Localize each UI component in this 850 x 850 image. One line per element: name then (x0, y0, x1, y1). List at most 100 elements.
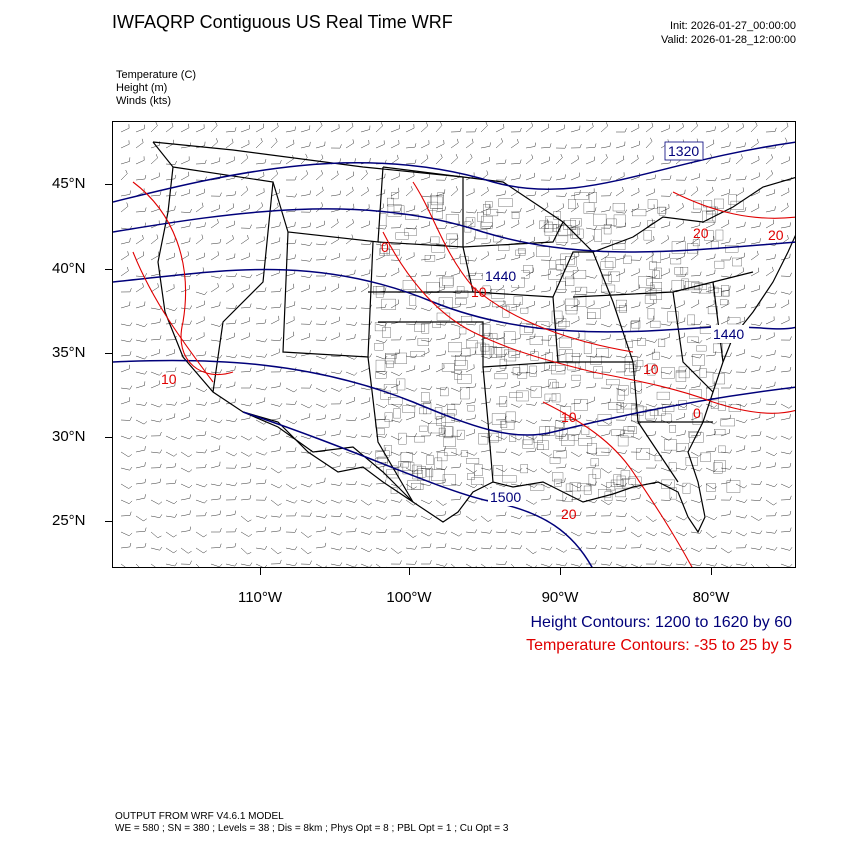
wind-barb (750, 155, 760, 165)
wind-barb (735, 349, 746, 357)
wind-barb (660, 235, 669, 245)
wind-barb (390, 139, 400, 149)
wind-barb (135, 138, 144, 149)
wind-barb (465, 350, 476, 357)
wind-barb (495, 352, 507, 357)
county-cell (632, 209, 647, 217)
wind-barb (780, 495, 792, 501)
wind-barb (690, 467, 703, 472)
county-cell (443, 436, 456, 447)
wind-barb (405, 159, 417, 165)
wind-barb (300, 384, 312, 389)
wind-barb (180, 156, 190, 165)
county-cell (489, 333, 498, 339)
wind-barb (645, 348, 655, 357)
wind-barb (450, 302, 462, 309)
wind-barb (225, 191, 237, 197)
wind-barb (300, 242, 313, 246)
county-cell (523, 265, 534, 273)
wind-barb (135, 527, 147, 533)
wind-barb (210, 274, 223, 279)
temp-contour-0 (382, 231, 795, 414)
wind-barb (720, 369, 733, 374)
county-cell (606, 218, 617, 226)
wind-barb (480, 446, 491, 453)
county-cell (645, 288, 657, 295)
wind-barb (735, 544, 747, 549)
county-cell (387, 197, 394, 207)
wind-barb (210, 369, 223, 374)
wind-barb (150, 514, 163, 518)
county-cell (382, 327, 391, 338)
wind-barb (435, 241, 448, 246)
wind-barb (660, 304, 672, 309)
county-cell (426, 282, 440, 293)
wind-barb (180, 547, 192, 554)
county-cell (575, 286, 588, 295)
wind-barb (570, 155, 579, 165)
wind-barb (450, 463, 462, 469)
wind-barb (735, 483, 748, 489)
wind-barb (240, 495, 252, 501)
wind-barb (180, 526, 191, 533)
wind-barb (150, 251, 160, 261)
wind-barb (585, 207, 597, 213)
wind-barb (750, 398, 761, 405)
county-cell (670, 258, 682, 265)
county-cell (637, 338, 646, 346)
county-cell (650, 282, 662, 291)
county-cell (519, 364, 528, 374)
wind-barb (630, 366, 641, 373)
wind-barb (555, 403, 568, 407)
wind-barb (240, 140, 250, 149)
county-cell (587, 312, 596, 319)
wind-barb (180, 305, 193, 310)
wind-barb (405, 124, 415, 133)
county-cell (456, 286, 465, 293)
wind-barb (240, 462, 252, 469)
county-cell (391, 192, 399, 200)
wind-barb (315, 220, 325, 229)
wind-barb (675, 252, 685, 261)
field-height: Height (m) (116, 82, 168, 94)
wind-barb (600, 561, 613, 566)
wind-barb (345, 139, 354, 149)
wind-barb (630, 353, 643, 358)
county-cell (387, 204, 402, 217)
county-cell (545, 216, 559, 229)
wind-barb (315, 414, 326, 421)
county-cell (567, 362, 576, 371)
county-cell (631, 320, 641, 329)
wind-barb (270, 170, 278, 181)
wind-barb (645, 364, 655, 373)
wind-barb (480, 419, 493, 425)
wind-barb (585, 417, 598, 422)
wind-barb (135, 381, 146, 389)
county-cell (649, 288, 662, 300)
wind-barb (135, 156, 145, 165)
county-cell (563, 220, 576, 230)
wind-barb (660, 175, 672, 181)
wind-barb (360, 321, 373, 326)
map-panel: 1320 1440 1440 1500 0 10 20 20 10 0 10 1… (112, 121, 796, 568)
wind-barb (750, 222, 761, 229)
wind-barb (510, 127, 522, 133)
wind-barb (375, 433, 388, 438)
wind-barb (630, 563, 643, 567)
wind-barb (585, 176, 597, 181)
wind-barb (540, 563, 553, 567)
wind-barb (735, 562, 748, 566)
wind-barb (585, 300, 595, 309)
wind-barb (540, 256, 552, 261)
wind-barb (765, 499, 777, 506)
wind-barb (165, 252, 175, 261)
wind-barb (555, 477, 566, 485)
wind-barb (285, 221, 296, 229)
county-cell (380, 390, 391, 400)
county-cell (713, 288, 722, 297)
wind-barb (135, 338, 148, 343)
county-cell (460, 387, 470, 400)
wind-barb (750, 301, 761, 309)
wind-barb (705, 220, 715, 229)
wind-barb (690, 209, 702, 214)
